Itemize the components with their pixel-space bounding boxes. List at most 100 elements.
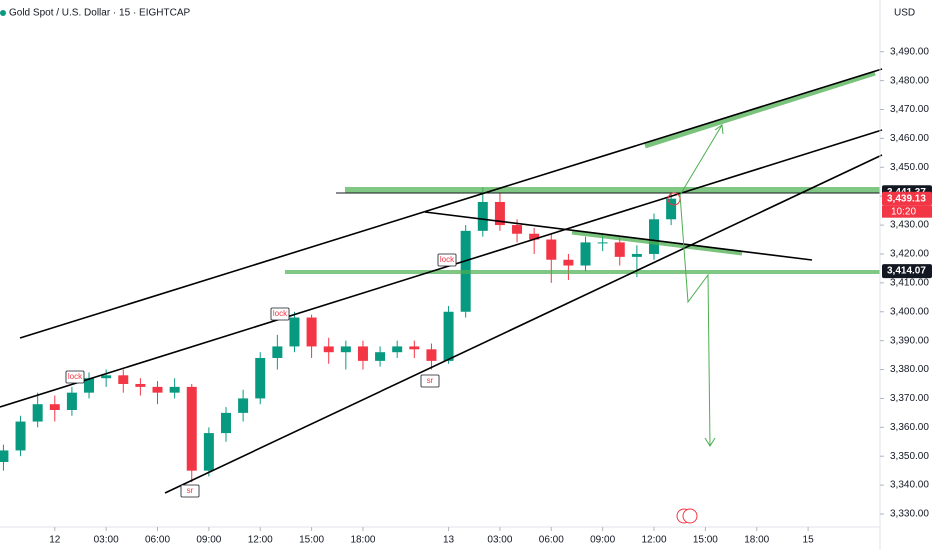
candle-body xyxy=(66,392,77,410)
candle-body xyxy=(494,201,505,226)
y-tick-label: 3,480.00 xyxy=(890,75,929,86)
candle-body xyxy=(306,317,317,347)
candle-body xyxy=(15,421,26,451)
marker-circle xyxy=(667,192,681,206)
candle-body xyxy=(477,201,488,231)
candle-body xyxy=(238,398,249,413)
x-tick-label: 15:00 xyxy=(299,535,324,546)
arrow-head xyxy=(714,124,724,135)
status-dot xyxy=(0,10,6,16)
annotation-box xyxy=(270,307,290,321)
x-tick-label: 13 xyxy=(443,535,455,546)
candle-body xyxy=(323,346,334,353)
candle-body xyxy=(272,346,283,358)
y-tick-label: 3,450.00 xyxy=(890,162,929,173)
x-tick-label: 06:00 xyxy=(539,535,564,546)
candle-body xyxy=(152,386,163,393)
candle-body xyxy=(118,375,129,384)
annotation: sr xyxy=(187,486,194,495)
candle-body xyxy=(0,450,9,462)
y-tick-label: 3,340.00 xyxy=(890,480,929,491)
y-tick-label: 3,460.00 xyxy=(890,133,929,144)
candle-body xyxy=(49,404,60,410)
y-tick-label: 3,370.00 xyxy=(890,393,929,404)
y-tick-label: 3,470.00 xyxy=(890,104,929,115)
x-tick-label: 15 xyxy=(803,535,815,546)
x-tick-label: 18:00 xyxy=(744,535,769,546)
x-tick-label: 09:00 xyxy=(196,535,221,546)
candle-body xyxy=(443,311,454,361)
price-label: 3,414.07 xyxy=(887,266,926,277)
candle-body xyxy=(186,386,197,471)
support-zone xyxy=(285,270,880,274)
trend-line xyxy=(19,68,883,339)
y-tick-label: 3,330.00 xyxy=(890,509,929,520)
candle-body xyxy=(340,346,351,353)
price-label: 3,439.13 xyxy=(887,193,926,204)
candle-body xyxy=(563,259,574,266)
annotation: lock xyxy=(440,255,455,264)
drawings xyxy=(0,68,883,524)
target-zone xyxy=(644,70,876,149)
candle-body xyxy=(220,412,231,434)
candle-body xyxy=(84,378,95,393)
candle-body xyxy=(512,225,523,234)
candle-body xyxy=(101,375,112,379)
candle-body xyxy=(426,349,437,361)
y-tick-label: 3,350.00 xyxy=(890,451,929,462)
candle-body xyxy=(357,346,368,361)
candle-body xyxy=(375,352,386,361)
candle-body xyxy=(289,317,300,347)
trend-line xyxy=(0,129,883,408)
flag-zone xyxy=(571,229,743,256)
x-tick-label: 09:00 xyxy=(590,535,615,546)
candle-body xyxy=(614,242,625,257)
x-tick-label: 12 xyxy=(49,535,61,546)
y-tick-label: 3,380.00 xyxy=(890,364,929,375)
candle-body xyxy=(649,219,660,254)
candle-body xyxy=(580,242,591,266)
price-label-box xyxy=(882,191,932,206)
annotation: sr xyxy=(427,376,434,385)
trend-line xyxy=(164,154,883,494)
x-tick-label: 06:00 xyxy=(145,535,170,546)
candle-body xyxy=(546,239,557,260)
x-tick-label: 03:00 xyxy=(94,535,119,546)
countdown: 10:20 xyxy=(891,206,916,217)
scenario-arrow xyxy=(679,124,723,196)
annotation: lock xyxy=(68,372,83,381)
arrow-head xyxy=(704,437,716,447)
candle-body xyxy=(135,383,146,387)
candle-body xyxy=(392,346,403,353)
event-icon xyxy=(682,508,698,524)
countdown-box xyxy=(882,205,932,218)
candle-body xyxy=(32,404,43,422)
candle-body xyxy=(597,242,608,244)
chart-title: Gold Spot / U.S. Dollar · 15 · EIGHTCAP xyxy=(9,8,190,19)
annotation-box xyxy=(180,484,200,498)
annotation: lock xyxy=(273,309,288,318)
x-tick-label: 15:00 xyxy=(693,535,718,546)
y-tick-label: 3,360.00 xyxy=(890,422,929,433)
candle-body xyxy=(666,198,677,220)
y-tick-label: 3,400.00 xyxy=(890,306,929,317)
candle-body xyxy=(409,346,420,350)
scenario-arrow xyxy=(679,194,711,446)
price-label-box xyxy=(882,264,932,279)
x-tick-label: 12:00 xyxy=(641,535,666,546)
x-tick-label: 12:00 xyxy=(248,535,273,546)
candle-body xyxy=(255,357,266,399)
candle-body xyxy=(631,253,642,257)
candle-body xyxy=(203,433,214,471)
x-tick-label: 18:00 xyxy=(350,535,375,546)
y-tick-label: 3,410.00 xyxy=(890,277,929,288)
y-tick-label: 3,490.00 xyxy=(890,46,929,57)
trend-line xyxy=(424,211,813,261)
resistance-zone xyxy=(345,187,880,193)
candle-body xyxy=(529,233,540,240)
currency: USD xyxy=(894,8,915,19)
annotation-box xyxy=(420,374,440,388)
y-tick-label: 3,420.00 xyxy=(890,249,929,260)
annotation-box xyxy=(437,253,457,267)
